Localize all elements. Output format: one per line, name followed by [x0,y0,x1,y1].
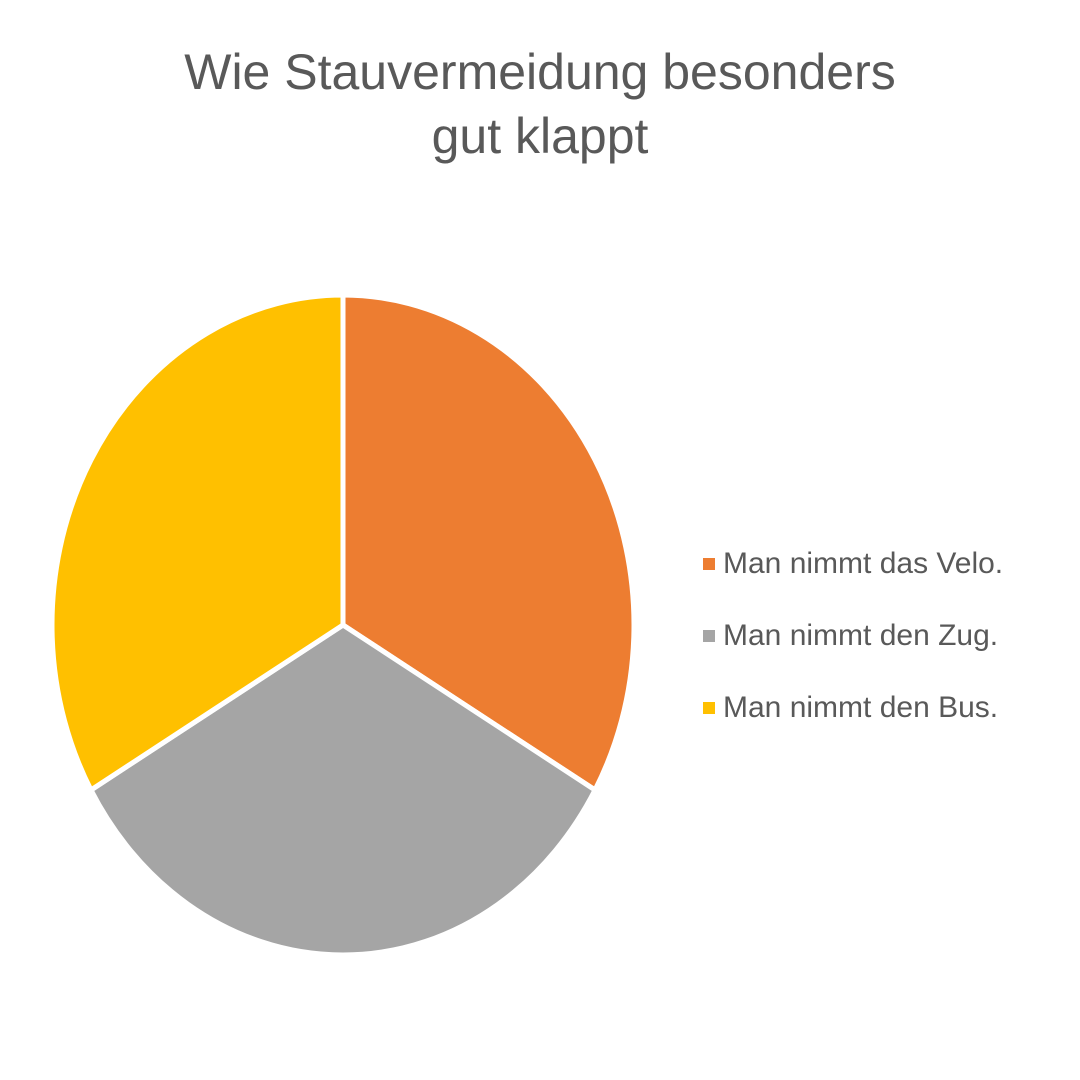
pie-slices [49,292,637,958]
legend: Man nimmt das Velo. Man nimmt den Zug. M… [703,528,1063,744]
pie-slice-velo [340,292,637,793]
legend-item-velo: Man nimmt das Velo. [703,528,1063,600]
legend-label-velo: Man nimmt das Velo. [723,547,1004,580]
legend-label-zug: Man nimmt den Zug. [723,619,999,652]
pie-slice-bus [49,292,346,793]
legend-swatch-bus [703,702,715,714]
legend-swatch-zug [703,630,715,642]
legend-item-zug: Man nimmt den Zug. [703,600,1063,672]
legend-item-bus: Man nimmt den Bus. [703,672,1063,744]
chart-title: Wie Stauvermeidung besonders gut klappt [184,44,896,164]
legend-label-bus: Man nimmt den Bus. [723,691,999,724]
pie-slice-zug [88,622,598,958]
legend-swatch-velo [703,558,715,570]
